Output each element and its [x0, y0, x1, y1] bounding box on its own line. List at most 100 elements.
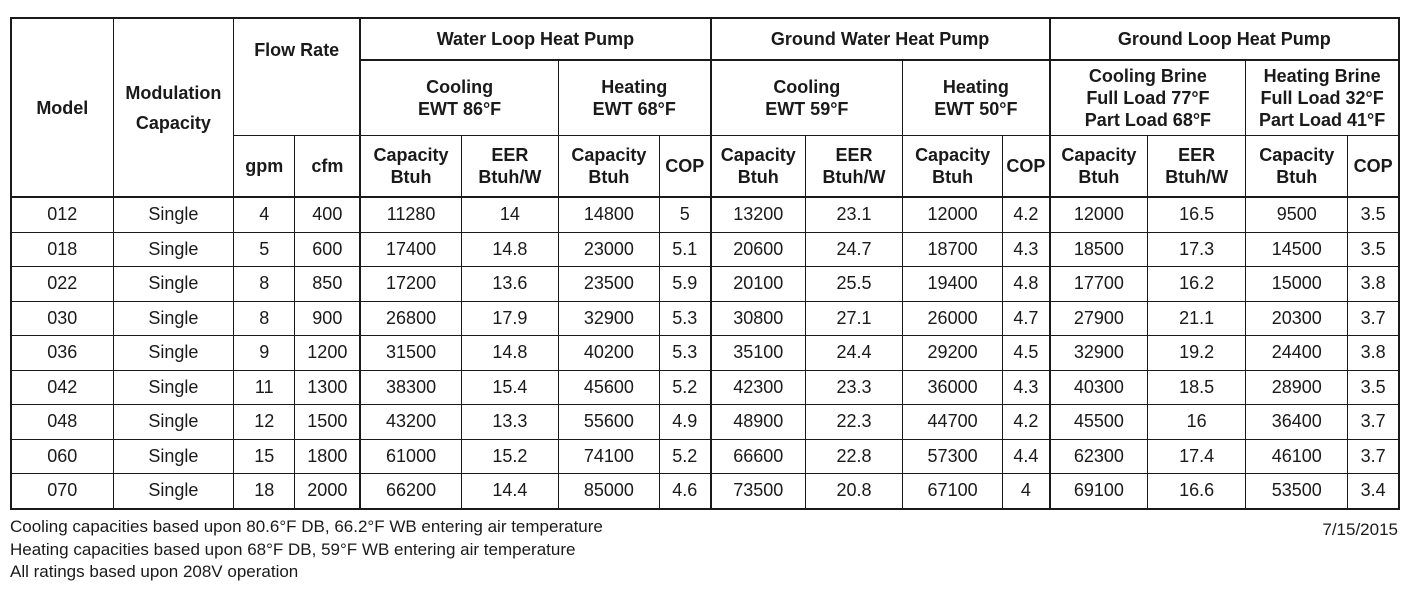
- cell-wlhp-cop: 4.6: [658, 473, 712, 509]
- header-capacity: Capacity Btuh: [709, 135, 807, 198]
- cell-gwhp-cop: 4.3: [1002, 369, 1051, 405]
- subheader-gwhp-heating: Heating EWT 50°F: [902, 59, 1051, 136]
- footnote: Cooling capacities based upon 80.6°F DB,…: [10, 517, 603, 536]
- cell-gwhp-cop: 4.2: [1002, 196, 1051, 233]
- cell-wlhp-cooling-capacity: 66200: [359, 473, 462, 509]
- header-eer: EER Btuh/W: [805, 135, 904, 198]
- cell-gwhp-heating-capacity: 67100: [902, 473, 1004, 509]
- cell-modulation: Single: [112, 369, 235, 405]
- cell-modulation: Single: [112, 335, 235, 371]
- cell-modulation: Single: [112, 266, 235, 302]
- cell-model: 018: [10, 231, 114, 267]
- cell-wlhp-eer: 17.9: [460, 300, 559, 336]
- cell-wlhp-eer: 13.3: [460, 404, 559, 440]
- cell-wlhp-cooling-capacity: 61000: [359, 438, 462, 474]
- table-row: 018 Single 5 600 17400 14.8 23000 5.1 20600 24.7 1…: [10, 231, 1400, 267]
- header-water-loop-heat-pump: Water Loop Heat Pump: [359, 17, 712, 61]
- cell-cfm: 1500: [294, 404, 361, 440]
- cell-wlhp-cop: 5.3: [658, 300, 712, 336]
- subheader-wlhp-cooling: Cooling EWT 86°F: [359, 59, 559, 136]
- table-row: 042 Single 11 1300 38300 15.4 45600 5.2 42300 23.…: [10, 369, 1400, 405]
- cell-gwhp-cop: 4.8: [1002, 266, 1051, 302]
- cell-glhp-cop: 3.5: [1347, 369, 1400, 405]
- cell-gwhp-cooling-capacity: 66600: [709, 438, 807, 474]
- table-row: 070 Single 18 2000 66200 14.4 85000 4.6 73500 20.…: [10, 473, 1400, 509]
- cell-glhp-heating-capacity: 24400: [1245, 335, 1349, 371]
- cell-glhp-eer: 16.5: [1147, 196, 1247, 233]
- cell-model: 022: [10, 266, 114, 302]
- cell-gwhp-heating-capacity: 29200: [902, 335, 1004, 371]
- cell-cfm: 1800: [294, 438, 361, 474]
- header-cop: COP: [1002, 135, 1051, 198]
- cell-cfm: 850: [294, 266, 361, 302]
- cell-cfm: 1200: [294, 335, 361, 371]
- cell-wlhp-heating-capacity: 23500: [557, 266, 660, 302]
- cell-glhp-heating-capacity: 9500: [1245, 196, 1349, 233]
- table-body: 012 Single 4 400 11280 14 14800 5 13200 23.1 12000…: [10, 196, 1400, 509]
- cell-gwhp-eer: 22.8: [805, 438, 904, 474]
- cell-glhp-cop: 3.7: [1347, 300, 1400, 336]
- cell-gwhp-cooling-capacity: 42300: [709, 369, 807, 405]
- header-capacity: Capacity Btuh: [1245, 135, 1349, 198]
- cell-gpm: 9: [233, 335, 296, 371]
- cell-gwhp-cooling-capacity: 13200: [709, 196, 807, 233]
- cell-gwhp-cop: 4.2: [1002, 404, 1051, 440]
- table-row: 022 Single 8 850 17200 13.6 23500 5.9 20100 25.5 1…: [10, 266, 1400, 302]
- subheader-gwhp-cooling: Cooling EWT 59°F: [709, 59, 904, 136]
- cell-gpm: 11: [233, 369, 296, 405]
- cell-glhp-heating-capacity: 14500: [1245, 231, 1349, 267]
- cell-glhp-heating-capacity: 36400: [1245, 404, 1349, 440]
- cell-glhp-cooling-capacity: 69100: [1048, 473, 1149, 509]
- cell-glhp-cop: 3.7: [1347, 438, 1400, 474]
- cell-wlhp-eer: 15.4: [460, 369, 559, 405]
- cell-model: 036: [10, 335, 114, 371]
- cell-wlhp-eer: 14.8: [460, 231, 559, 267]
- cell-gpm: 8: [233, 266, 296, 302]
- cell-gpm: 8: [233, 300, 296, 336]
- cell-cfm: 400: [294, 196, 361, 233]
- cell-glhp-eer: 21.1: [1147, 300, 1247, 336]
- table-row: 036 Single 9 1200 31500 14.8 40200 5.3 35100 24.4…: [10, 335, 1400, 371]
- cell-wlhp-eer: 14.4: [460, 473, 559, 509]
- cell-glhp-heating-capacity: 46100: [1245, 438, 1349, 474]
- cell-wlhp-cop: 5.2: [658, 369, 712, 405]
- date-stamp: 7/15/2015: [1322, 520, 1398, 539]
- cell-wlhp-heating-capacity: 23000: [557, 231, 660, 267]
- cell-glhp-cooling-capacity: 45500: [1048, 404, 1149, 440]
- cell-glhp-heating-capacity: 53500: [1245, 473, 1349, 509]
- header-capacity: Capacity Btuh: [1048, 135, 1149, 198]
- cell-wlhp-heating-capacity: 45600: [557, 369, 660, 405]
- cell-gwhp-cooling-capacity: 20600: [709, 231, 807, 267]
- cell-cfm: 900: [294, 300, 361, 336]
- cell-wlhp-cooling-capacity: 26800: [359, 300, 462, 336]
- cell-gwhp-eer: 25.5: [805, 266, 904, 302]
- cell-gwhp-eer: 24.4: [805, 335, 904, 371]
- cell-model: 042: [10, 369, 114, 405]
- cell-glhp-cop: 3.5: [1347, 196, 1400, 233]
- cell-glhp-cooling-capacity: 40300: [1048, 369, 1149, 405]
- cell-glhp-cooling-capacity: 12000: [1048, 196, 1149, 233]
- header-cop: COP: [1347, 135, 1400, 198]
- cell-modulation: Single: [112, 300, 235, 336]
- cell-cfm: 1300: [294, 369, 361, 405]
- cell-wlhp-heating-capacity: 55600: [557, 404, 660, 440]
- cell-gwhp-cooling-capacity: 30800: [709, 300, 807, 336]
- header-capacity: Capacity Btuh: [557, 135, 660, 198]
- cell-wlhp-heating-capacity: 85000: [557, 473, 660, 509]
- cell-glhp-cop: 3.5: [1347, 231, 1400, 267]
- cell-wlhp-cooling-capacity: 17200: [359, 266, 462, 302]
- table-row: 012 Single 4 400 11280 14 14800 5 13200 23.1 12000…: [10, 196, 1400, 233]
- cell-gwhp-eer: 20.8: [805, 473, 904, 509]
- cell-gwhp-cop: 4.7: [1002, 300, 1051, 336]
- header-cfm: cfm: [294, 135, 361, 198]
- heat-pump-spec-table: Model Modulation Capacity Flow Rate Water…: [10, 17, 1400, 510]
- cell-model: 060: [10, 438, 114, 474]
- header-gpm: gpm: [233, 135, 296, 198]
- header-cop: COP: [658, 135, 712, 198]
- cell-wlhp-cop: 5.3: [658, 335, 712, 371]
- cell-wlhp-cop: 5.2: [658, 438, 712, 474]
- cell-gwhp-heating-capacity: 18700: [902, 231, 1004, 267]
- footnotes: Cooling capacities based upon 80.6°F DB,…: [10, 516, 603, 584]
- cell-glhp-cooling-capacity: 17700: [1048, 266, 1149, 302]
- cell-gpm: 4: [233, 196, 296, 233]
